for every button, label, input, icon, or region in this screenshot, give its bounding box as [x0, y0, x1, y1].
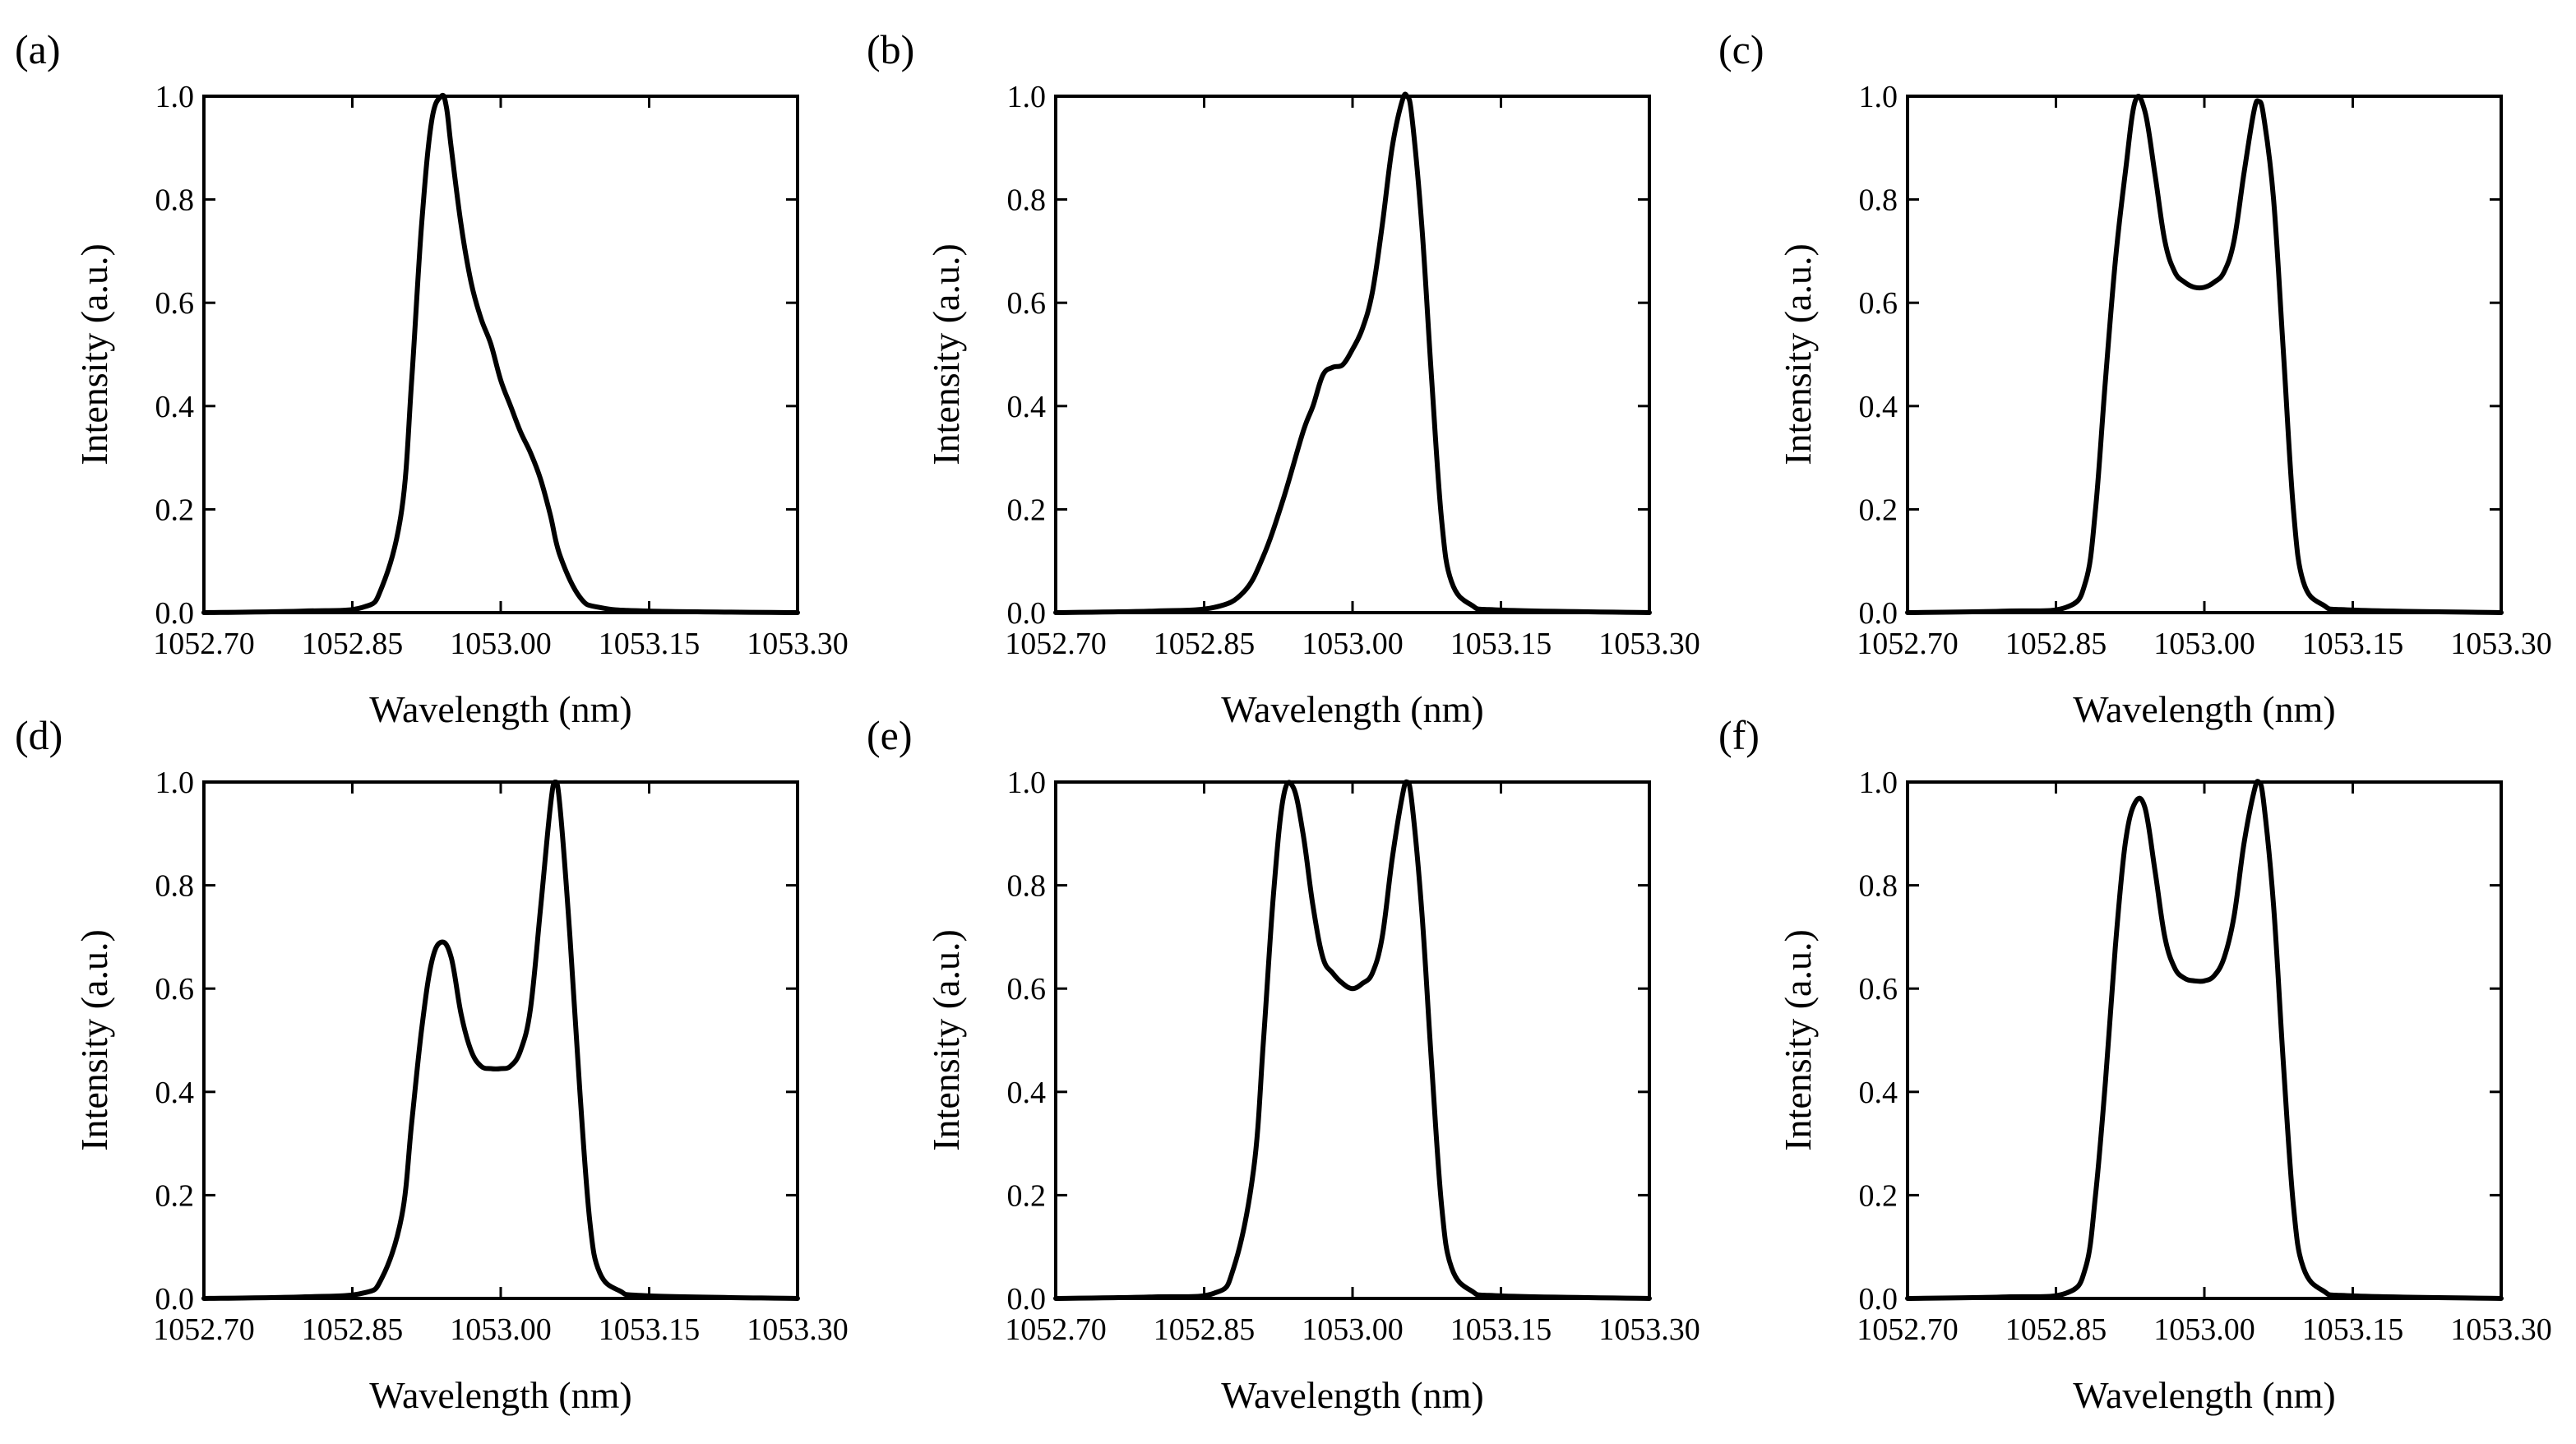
- x-tick-label: 1052.70: [1857, 1312, 1959, 1347]
- x-tick-label: 1052.85: [1154, 1312, 1256, 1347]
- y-tick-label: 0.4: [1859, 1076, 1898, 1110]
- x-tick-label: 1052.85: [302, 627, 404, 661]
- y-tick-label: 0.6: [1859, 972, 1898, 1007]
- x-axis-title: Wavelength (nm): [1221, 688, 1483, 730]
- y-tick-label: 0.2: [155, 493, 195, 527]
- y-tick-label: 0.8: [1859, 869, 1898, 904]
- y-tick-label: 0.8: [155, 869, 195, 904]
- x-tick-label: 1053.15: [1450, 1312, 1552, 1347]
- panel-label: (d): [15, 712, 62, 758]
- y-tick-label: 0.2: [1859, 493, 1898, 527]
- y-tick-label: 0.2: [1007, 493, 1047, 527]
- x-tick-label: 1052.85: [2005, 1312, 2107, 1347]
- x-tick-label: 1053.15: [1450, 627, 1552, 661]
- y-tick-label: 1.0: [1859, 80, 1898, 114]
- spectrum-line: [1905, 779, 2504, 1301]
- x-tick-label: 1052.70: [1005, 1312, 1107, 1347]
- panel-1: (b) 1052.70 1052.85 1053.00 1053.15 1053.30 0.…: [867, 26, 1700, 730]
- x-tick-label: 1053.00: [450, 627, 552, 661]
- y-tick-label: 1.0: [155, 80, 195, 114]
- y-tick-label: 0.2: [155, 1178, 195, 1213]
- x-tick-label: 1053.15: [2302, 627, 2404, 661]
- y-tick-label: 1.0: [155, 766, 195, 800]
- y-tick-label: 0.0: [155, 1282, 195, 1317]
- panel-label: (e): [867, 712, 913, 758]
- y-tick-label: 0.4: [155, 1076, 195, 1110]
- y-tick-label: 0.2: [1859, 1178, 1898, 1213]
- y-tick-label: 0.0: [1859, 596, 1898, 631]
- x-tick-label: 1053.00: [450, 1312, 552, 1347]
- y-axis-title: Intensity (a.u.): [73, 929, 115, 1151]
- panel-label: (a): [15, 26, 61, 72]
- spectrum-line: [1053, 91, 1652, 615]
- x-tick-label: 1053.00: [1302, 627, 1404, 661]
- y-tick-label: 0.2: [1007, 1178, 1047, 1213]
- x-tick-label: 1052.70: [153, 627, 255, 661]
- x-tick-label: 1052.70: [1857, 627, 1959, 661]
- y-tick-label: 0.8: [1859, 183, 1898, 218]
- x-tick-label: 1053.00: [2153, 1312, 2255, 1347]
- y-tick-label: 0.0: [1859, 1282, 1898, 1317]
- spectrum-line: [1053, 779, 1652, 1301]
- y-tick-label: 1.0: [1859, 766, 1898, 800]
- y-tick-label: 0.4: [1859, 390, 1898, 424]
- spectrum-line: [1905, 94, 2504, 615]
- x-tick-label: 1053.30: [747, 627, 849, 661]
- x-tick-label: 1053.15: [599, 1312, 701, 1347]
- y-tick-label: 0.6: [1859, 286, 1898, 321]
- y-tick-label: 0.0: [1007, 1282, 1047, 1317]
- x-tick-label: 1053.30: [747, 1312, 849, 1347]
- y-tick-label: 0.8: [1007, 869, 1047, 904]
- x-tick-label: 1053.00: [2153, 627, 2255, 661]
- y-tick-label: 0.6: [155, 972, 195, 1007]
- y-tick-label: 1.0: [1007, 80, 1047, 114]
- x-tick-label: 1053.30: [1598, 1312, 1700, 1347]
- y-axis-title: Intensity (a.u.): [1777, 243, 1819, 465]
- x-tick-label: 1052.70: [1005, 627, 1107, 661]
- y-tick-label: 0.6: [155, 286, 195, 321]
- x-tick-label: 1052.85: [1154, 627, 1256, 661]
- x-tick-label: 1052.85: [302, 1312, 404, 1347]
- y-axis-title: Intensity (a.u.): [925, 243, 967, 465]
- panel-label: (c): [1718, 26, 1764, 72]
- x-tick-label: 1053.30: [2450, 627, 2552, 661]
- panel-2: (c) 1052.70 1052.85 1053.00 1053.15 1053.30 0.…: [1718, 26, 2552, 730]
- x-axis-title: Wavelength (nm): [2073, 688, 2335, 730]
- y-tick-label: 0.6: [1007, 972, 1047, 1007]
- y-axis-title: Intensity (a.u.): [1777, 929, 1819, 1151]
- panel-4: (e) 1052.70 1052.85 1053.00 1053.15 1053.30 0.…: [867, 712, 1700, 1416]
- x-tick-label: 1053.15: [2302, 1312, 2404, 1347]
- y-tick-label: 0.0: [155, 596, 195, 631]
- y-axis-title: Intensity (a.u.): [73, 243, 115, 465]
- x-tick-label: 1053.30: [2450, 1312, 2552, 1347]
- y-tick-label: 0.0: [1007, 596, 1047, 631]
- y-tick-label: 0.6: [1007, 286, 1047, 321]
- spectrum-line: [201, 779, 800, 1301]
- x-axis-title: Wavelength (nm): [2073, 1374, 2335, 1416]
- y-tick-label: 1.0: [1007, 766, 1047, 800]
- y-tick-label: 0.4: [1007, 1076, 1047, 1110]
- panel-label: (b): [867, 26, 914, 72]
- y-tick-label: 0.4: [1007, 390, 1047, 424]
- panel-0: (a) 1052.70 1052.85 1053.00 1053.15 1053.30 0.…: [15, 26, 849, 730]
- y-tick-label: 0.4: [155, 390, 195, 424]
- spectrum-line: [201, 92, 800, 615]
- x-tick-label: 1053.30: [1598, 627, 1700, 661]
- x-tick-label: 1053.00: [1302, 1312, 1404, 1347]
- panel-3: (d) 1052.70 1052.85 1053.00 1053.15 1053.30 0.…: [15, 712, 849, 1416]
- y-tick-label: 0.8: [155, 183, 195, 218]
- panel-5: (f) 1052.70 1052.85 1053.00 1053.15 1053.30 0.…: [1718, 712, 2552, 1416]
- x-tick-label: 1052.70: [153, 1312, 255, 1347]
- panel-label: (f): [1718, 712, 1760, 758]
- x-tick-label: 1053.15: [599, 627, 701, 661]
- y-tick-label: 0.8: [1007, 183, 1047, 218]
- x-axis-title: Wavelength (nm): [369, 688, 631, 730]
- x-axis-title: Wavelength (nm): [369, 1374, 631, 1416]
- y-axis-title: Intensity (a.u.): [925, 929, 967, 1151]
- x-tick-label: 1052.85: [2005, 627, 2107, 661]
- x-axis-title: Wavelength (nm): [1221, 1374, 1483, 1416]
